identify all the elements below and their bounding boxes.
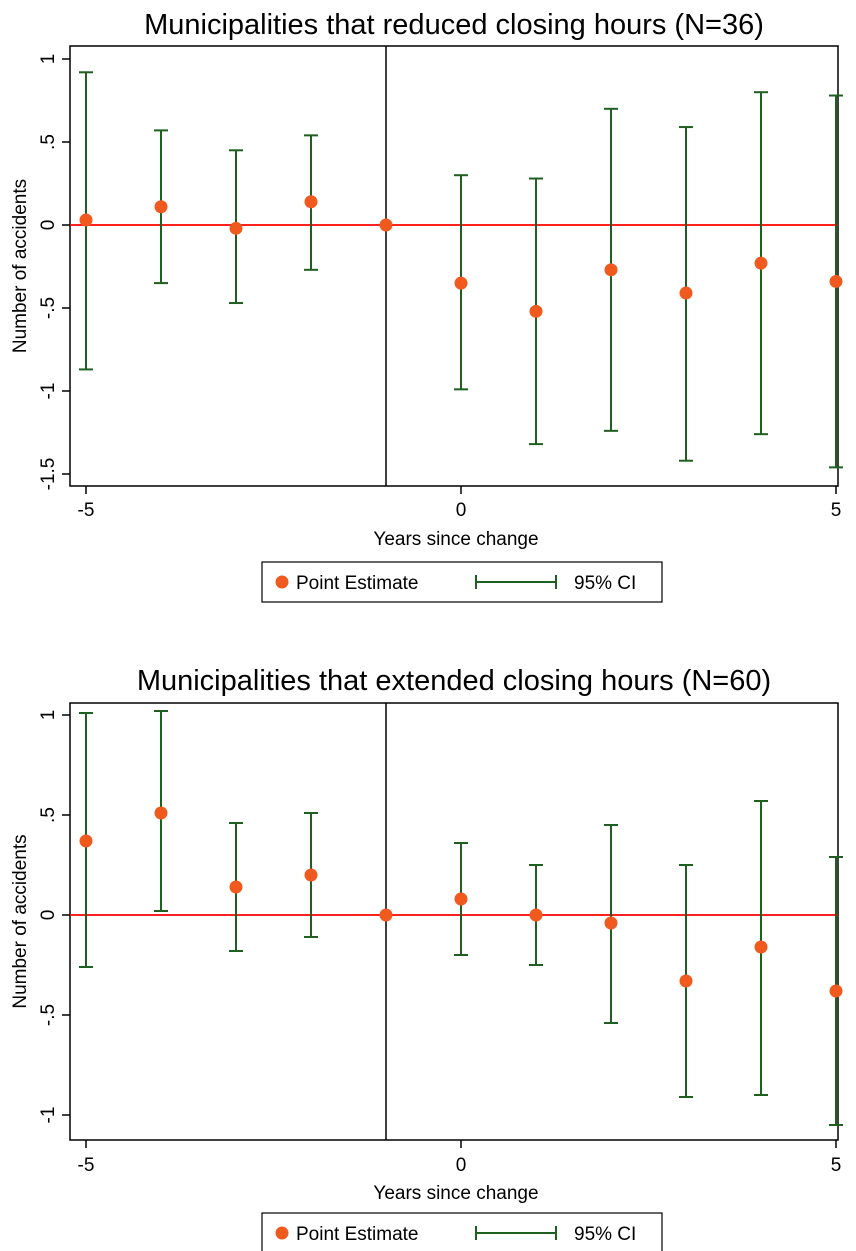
x-tick-label: 5 — [831, 1155, 842, 1176]
x-tick-label: 0 — [456, 500, 467, 521]
chart-title: Municipalities that reduced closing hour… — [144, 9, 764, 41]
x-tick-label: 0 — [456, 1155, 467, 1176]
plot-frame — [69, 45, 839, 487]
point-estimate-marker — [679, 974, 693, 988]
legend: Point Estimate 95% CI — [261, 561, 663, 603]
point-estimate-marker — [754, 940, 768, 954]
y-tick-label: .5 — [38, 807, 59, 823]
legend-label-ci: 95% CI — [574, 1224, 636, 1245]
x-tick-label: -5 — [78, 1155, 95, 1176]
y-tick-label: 0 — [38, 910, 59, 921]
point-estimate-marker — [154, 806, 168, 820]
x-axis-label: Years since change — [373, 1183, 538, 1204]
y-tick-label: -1.5 — [38, 458, 59, 491]
point-estimate-marker — [604, 916, 618, 930]
chart-title: Municipalities that extended closing hou… — [137, 665, 771, 697]
y-tick-label: 1 — [38, 710, 59, 721]
y-axis-label: Number of accidents — [10, 179, 31, 353]
legend-label-point-estimate: Point Estimate — [296, 573, 419, 594]
point-estimate-marker — [79, 213, 93, 227]
legend-label-ci: 95% CI — [574, 573, 636, 594]
legend-box — [261, 1212, 663, 1251]
point-estimate-marker — [304, 195, 318, 209]
y-tick-label: -1 — [38, 1107, 59, 1124]
point-estimate-marker — [754, 256, 768, 270]
x-tick-label: -5 — [78, 500, 95, 521]
legend-box — [261, 561, 663, 603]
y-tick-label: -1 — [38, 383, 59, 400]
x-tick-label: 5 — [831, 500, 842, 521]
point-estimate-marker — [79, 834, 93, 848]
y-tick-label: -.5 — [38, 1004, 59, 1026]
legend-point-symbol — [275, 575, 289, 589]
point-estimate-marker — [229, 221, 243, 235]
legend-label-point-estimate: Point Estimate — [296, 1224, 419, 1245]
legend: Point Estimate 95% CI — [261, 1212, 663, 1251]
y-axis-label: Number of accidents — [10, 834, 31, 1008]
chart-panel-1: Municipalities that reduced closing hour… — [10, 9, 843, 603]
point-estimate-marker — [604, 263, 618, 277]
plot-frame — [69, 702, 839, 1141]
y-tick-label: 0 — [38, 220, 59, 231]
point-estimate-marker — [154, 200, 168, 214]
y-tick-label: 1 — [38, 54, 59, 65]
chart-panel-2: Municipalities that extended closing hou… — [10, 665, 843, 1251]
y-tick-label: .5 — [38, 134, 59, 150]
x-axis-label: Years since change — [373, 529, 538, 550]
point-estimate-marker — [454, 892, 468, 906]
point-estimate-marker — [679, 286, 693, 300]
point-estimate-marker — [829, 984, 843, 998]
point-estimate-marker — [379, 908, 393, 922]
y-tick-label: -.5 — [38, 297, 59, 319]
point-estimate-marker — [454, 276, 468, 290]
point-estimate-marker — [529, 908, 543, 922]
point-estimate-marker — [229, 880, 243, 894]
point-estimate-marker — [304, 868, 318, 882]
point-estimate-marker — [529, 304, 543, 318]
point-estimate-marker — [379, 218, 393, 232]
legend-point-symbol — [275, 1226, 289, 1240]
point-estimate-marker — [829, 274, 843, 288]
